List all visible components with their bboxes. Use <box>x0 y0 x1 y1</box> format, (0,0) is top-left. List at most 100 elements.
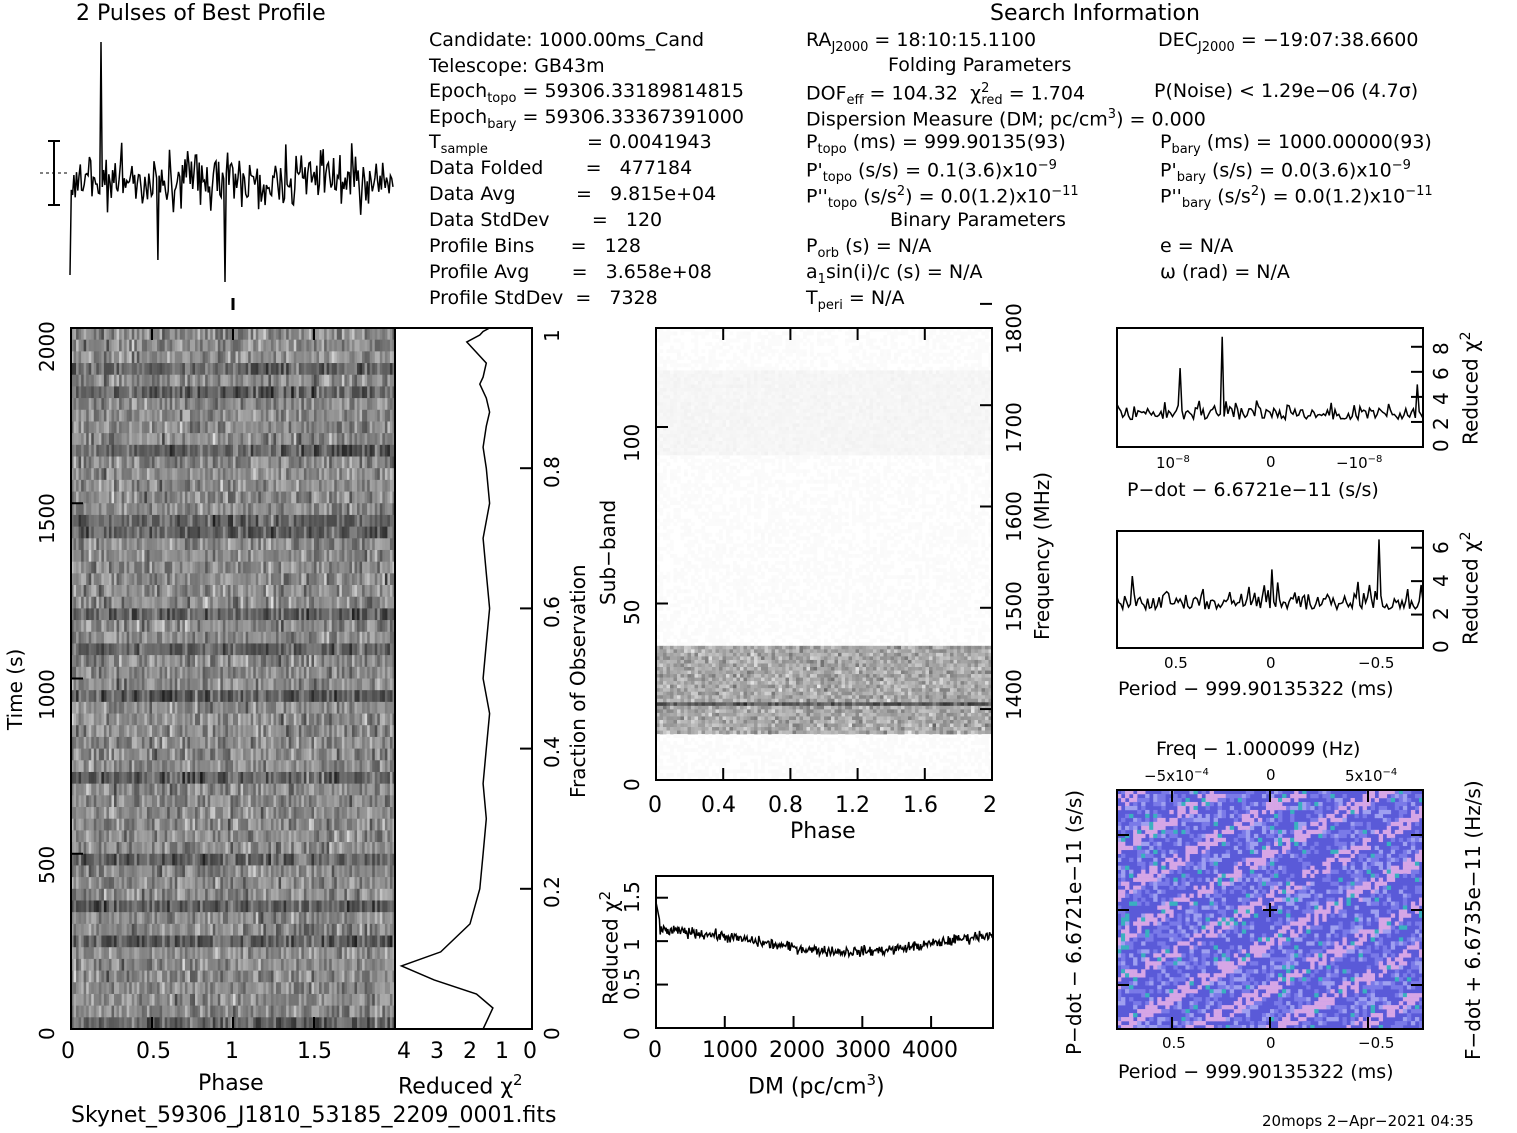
time-phase-cell <box>351 328 355 340</box>
time-phase-cell <box>298 491 302 504</box>
time-phase-cell <box>106 339 110 352</box>
time-phase-cell <box>382 363 386 376</box>
time-phase-cell <box>169 538 173 551</box>
time-phase-cell <box>308 328 312 340</box>
time-phase-cell <box>303 608 307 621</box>
time-phase-cell <box>159 444 163 457</box>
time-phase-cell <box>157 690 160 703</box>
time-phase-cell <box>268 631 272 644</box>
time-phase-cell <box>152 374 155 387</box>
time-phase-cell <box>286 351 289 364</box>
time-phase-cell <box>240 585 244 598</box>
time-phase-cell <box>369 351 373 364</box>
time-phase-cell <box>76 374 79 387</box>
time-phase-cell <box>268 328 272 340</box>
time-phase-cell <box>167 631 171 644</box>
time-phase-cell <box>205 479 208 492</box>
time-phase-cell <box>359 620 363 633</box>
time-phase-cell <box>177 771 181 784</box>
time-phase-cell <box>374 351 378 364</box>
time-phase-cell <box>136 409 140 422</box>
time-phase-cell <box>253 549 257 562</box>
time-phase-cell <box>126 643 130 656</box>
time-phase-cell <box>114 374 117 387</box>
time-phase-cell <box>98 433 102 446</box>
time-phase-cell <box>169 655 173 668</box>
time-phase-cell <box>189 596 193 609</box>
time-phase-cell <box>227 444 231 457</box>
time-phase-cell <box>187 655 191 668</box>
time-phase-cell <box>278 339 282 352</box>
time-phase-cell <box>265 479 269 492</box>
time-phase-cell <box>384 713 388 726</box>
time-phase-cell <box>346 701 350 714</box>
time-phase-cell <box>207 538 211 551</box>
time-phase-cell <box>364 678 368 691</box>
time-phase-cell <box>134 503 138 516</box>
time-phase-cell <box>341 596 345 609</box>
time-phase-cell <box>367 585 370 598</box>
time-phase-cell <box>372 760 376 773</box>
time-phase-cell <box>270 549 274 562</box>
time-phase-cell <box>240 456 244 469</box>
time-phase-cell <box>103 771 107 784</box>
time-phase-cell <box>276 339 279 352</box>
time-phase-cell <box>101 468 105 481</box>
time-phase-cell <box>260 386 264 399</box>
time-phase-cell <box>119 421 122 434</box>
time-phase-cell <box>217 736 221 749</box>
time-phase-cell <box>124 678 127 691</box>
time-phase-cell <box>225 666 229 679</box>
time-phase-cell <box>326 444 330 457</box>
time-phase-cell <box>281 374 284 387</box>
time-phase-cell <box>106 538 110 551</box>
time-phase-cell <box>281 526 284 539</box>
time-phase-cell <box>129 421 133 434</box>
time-phase-cell <box>119 374 122 387</box>
time-phase-cell <box>182 514 186 527</box>
time-phase-cell <box>329 701 333 714</box>
time-phase-cell <box>263 608 267 621</box>
time-phase-cell <box>83 701 87 714</box>
time-phase-cell <box>103 713 107 726</box>
time-phase-cell <box>377 596 381 609</box>
time-phase-cell <box>192 573 196 586</box>
time-phase-cell <box>245 608 249 621</box>
time-phase-cell <box>233 620 236 633</box>
time-phase-cell <box>200 538 203 551</box>
time-phase-cell <box>314 409 317 422</box>
time-phase-cell <box>71 771 74 784</box>
time-phase-cell <box>374 514 378 527</box>
time-phase-cell <box>298 771 302 784</box>
time-phase-cell <box>341 363 345 376</box>
time-phase-cell <box>339 409 343 422</box>
time-phase-cell <box>124 561 127 574</box>
time-phase-cell <box>212 596 216 609</box>
time-phase-cell <box>192 725 196 738</box>
time-phase-cell <box>202 468 206 481</box>
time-phase-cell <box>324 608 327 621</box>
time-phase-cell <box>184 491 188 504</box>
time-phase-cell <box>192 468 196 481</box>
time-phase-cell <box>146 433 150 446</box>
time-phase-cell <box>308 503 312 516</box>
time-phase-cell <box>172 713 176 726</box>
time-phase-cell <box>319 678 322 691</box>
time-phase-cell <box>263 526 267 539</box>
time-phase-cell <box>235 444 239 457</box>
time-phase-cell <box>119 736 122 749</box>
time-phase-cell <box>227 655 231 668</box>
time-phase-cell <box>248 666 252 679</box>
time-phase-cell <box>88 549 92 562</box>
time-phase-cell <box>357 374 360 387</box>
time-phase-cell <box>179 760 183 773</box>
time-phase-cell <box>276 386 279 399</box>
time-phase-cell <box>362 491 365 504</box>
time-phase-cell <box>372 444 376 457</box>
ptopo-line: Ptopo (ms) = 999.90135(93) <box>806 131 1066 157</box>
time-phase-cell <box>131 433 135 446</box>
time-phase-cell <box>73 655 77 668</box>
time-phase-cell <box>331 468 335 481</box>
time-phase-cell <box>114 328 117 340</box>
time-phase-cell <box>197 351 201 364</box>
